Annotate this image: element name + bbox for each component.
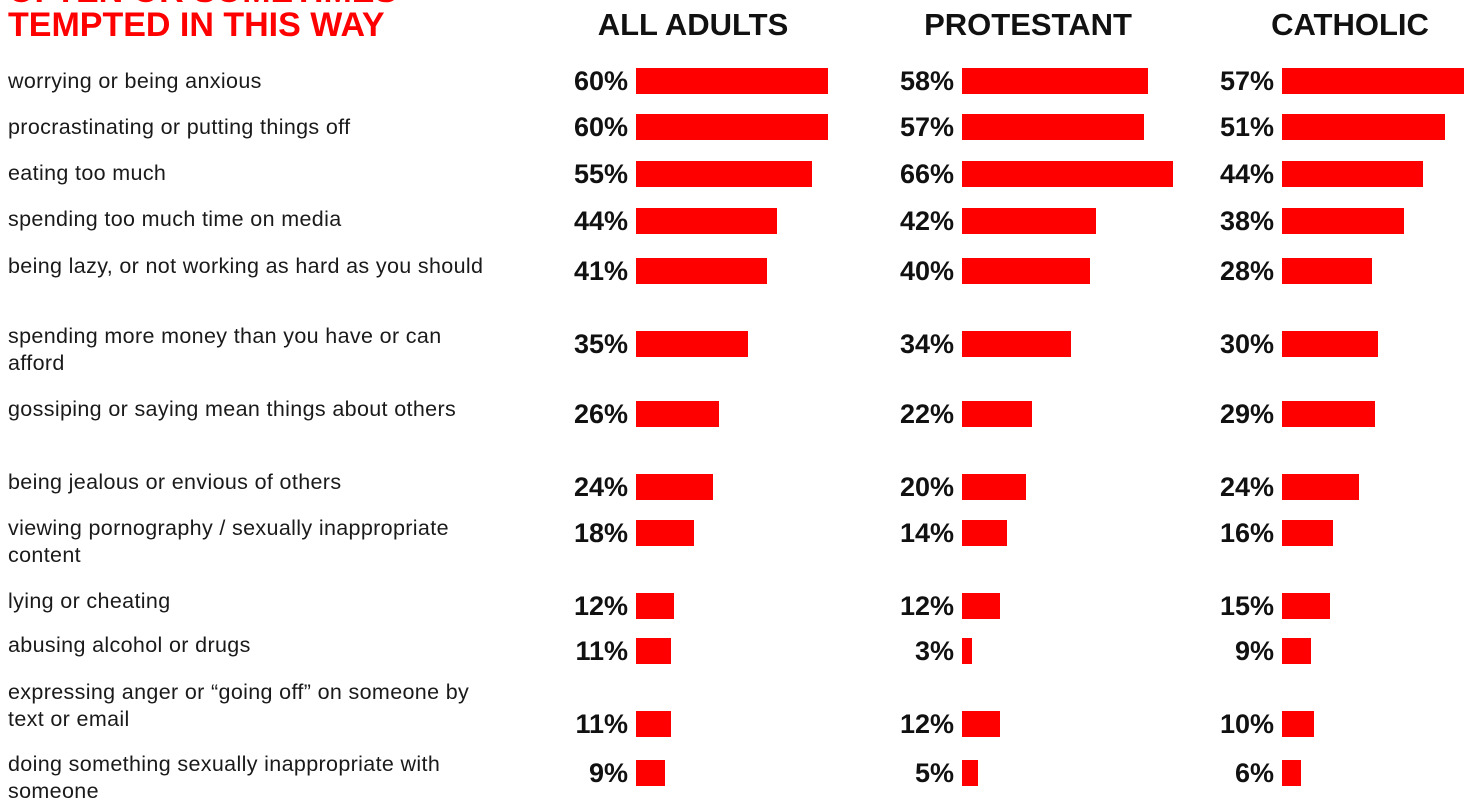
value-label: 16% xyxy=(1219,518,1274,548)
bar-protestant xyxy=(962,114,1145,140)
bar-catholic xyxy=(1282,401,1375,427)
value-label: 35% xyxy=(573,329,628,359)
bar-catholic xyxy=(1282,520,1334,546)
value-label: 66% xyxy=(899,159,954,189)
value-label: 28% xyxy=(1219,256,1274,286)
value-label: 12% xyxy=(573,591,628,621)
value-label: 12% xyxy=(899,591,954,621)
row-label: procrastinating or putting things off xyxy=(8,115,351,139)
value-label: 20% xyxy=(899,472,954,502)
value-label: 57% xyxy=(1219,66,1274,96)
row-label: viewing pornography / sexually inappropr… xyxy=(8,516,449,567)
value-label: 15% xyxy=(1219,591,1274,621)
bar-all-adults xyxy=(636,593,675,619)
bar-protestant xyxy=(962,760,978,786)
bar-catholic xyxy=(1282,114,1446,140)
bar-all-adults xyxy=(636,711,672,737)
value-label: 38% xyxy=(1219,206,1274,236)
bar-all-adults xyxy=(636,161,812,187)
bar-protestant xyxy=(962,520,1007,546)
bar-protestant xyxy=(962,474,1026,500)
value-label: 18% xyxy=(573,518,628,548)
title-line-2: TEMPTED IN THIS WAY xyxy=(8,6,385,44)
bar-protestant xyxy=(962,208,1097,234)
value-label: 12% xyxy=(899,709,954,739)
row-label: worrying or being anxious xyxy=(8,69,262,93)
bar-protestant xyxy=(962,638,972,664)
value-label: 42% xyxy=(899,206,954,236)
bar-protestant xyxy=(962,161,1174,187)
bar-all-adults xyxy=(636,68,828,94)
value-label: 29% xyxy=(1219,399,1274,429)
column-header-all-adults: ALL ADULTS xyxy=(597,7,789,42)
bar-catholic xyxy=(1282,331,1378,357)
value-label: 44% xyxy=(573,206,628,236)
value-label: 58% xyxy=(899,66,954,96)
row-label: spending more money than you have or can… xyxy=(8,324,442,375)
bar-catholic xyxy=(1282,638,1311,664)
column-header-catholic: CATHOLIC xyxy=(1271,7,1429,42)
row-label: lying or cheating xyxy=(8,589,171,613)
row-label: eating too much xyxy=(8,161,167,185)
bar-all-adults xyxy=(636,760,665,786)
row-label: gossiping or saying mean things about ot… xyxy=(8,397,457,421)
bar-protestant xyxy=(962,258,1090,284)
value-label: 5% xyxy=(914,758,954,788)
bar-all-adults xyxy=(636,638,672,664)
value-label: 11% xyxy=(575,636,628,666)
value-label: 60% xyxy=(573,112,628,142)
column-header-protestant: PROTESTANT xyxy=(924,7,1132,42)
bar-all-adults xyxy=(636,474,713,500)
value-label: 10% xyxy=(1219,709,1274,739)
bar-all-adults xyxy=(636,258,768,284)
bar-all-adults xyxy=(636,208,777,234)
row-label: doing something sexually inappropriate w… xyxy=(8,752,441,803)
value-label: 24% xyxy=(573,472,628,502)
value-label: 11% xyxy=(575,709,628,739)
bar-protestant xyxy=(962,593,1001,619)
value-label: 14% xyxy=(899,518,954,548)
bar-catholic xyxy=(1282,68,1465,94)
bar-catholic xyxy=(1282,593,1330,619)
value-label: 60% xyxy=(573,66,628,96)
row-label: spending too much time on media xyxy=(8,207,342,231)
bar-protestant xyxy=(962,68,1148,94)
value-label: 41% xyxy=(573,256,628,286)
value-label: 9% xyxy=(1234,636,1274,666)
bar-all-adults xyxy=(636,401,720,427)
value-label: 51% xyxy=(1219,112,1274,142)
row-label: expressing anger or “going off” on someo… xyxy=(8,680,470,731)
bar-protestant xyxy=(962,711,1001,737)
row-label: being lazy, or not working as hard as yo… xyxy=(8,254,484,278)
value-label: 24% xyxy=(1219,472,1274,502)
value-label: 22% xyxy=(899,399,954,429)
value-label: 30% xyxy=(1219,329,1274,359)
bar-catholic xyxy=(1282,711,1314,737)
bar-all-adults xyxy=(636,520,694,546)
value-label: 6% xyxy=(1234,758,1274,788)
bar-all-adults xyxy=(636,114,828,140)
bar-catholic xyxy=(1282,760,1302,786)
bar-catholic xyxy=(1282,258,1372,284)
bar-protestant xyxy=(962,401,1033,427)
value-label: 57% xyxy=(899,112,954,142)
value-label: 55% xyxy=(573,159,628,189)
value-label: 40% xyxy=(899,256,954,286)
title-line-1: OFTEN OR SOMETIMES xyxy=(8,0,397,10)
value-label: 34% xyxy=(899,329,954,359)
bar-catholic xyxy=(1282,208,1404,234)
value-label: 44% xyxy=(1219,159,1274,189)
bar-all-adults xyxy=(636,331,748,357)
row-label: abusing alcohol or drugs xyxy=(8,633,251,657)
row-label: being jealous or envious of others xyxy=(8,470,342,494)
value-label: 3% xyxy=(914,636,954,666)
bar-catholic xyxy=(1282,474,1359,500)
chart-title: OFTEN OR SOMETIMES TEMPTED IN THIS WAY xyxy=(8,0,528,44)
value-label: 9% xyxy=(588,758,628,788)
value-label: 26% xyxy=(573,399,628,429)
bar-protestant xyxy=(962,331,1071,357)
bar-catholic xyxy=(1282,161,1423,187)
